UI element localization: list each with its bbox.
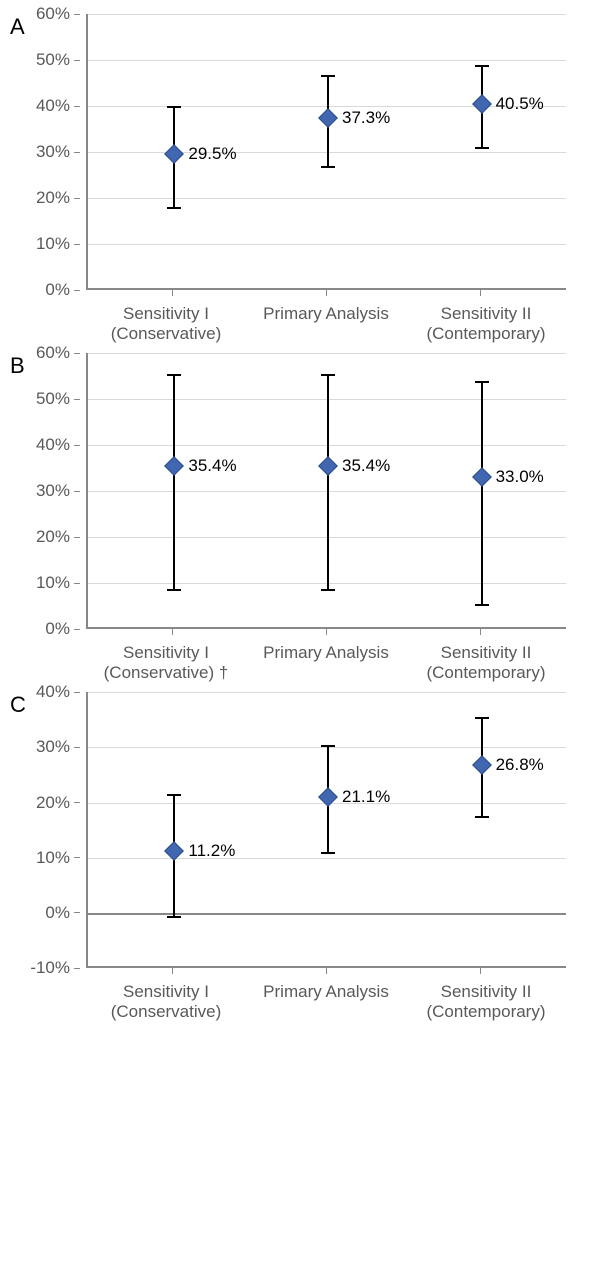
y-tick-label: 10% (36, 234, 88, 254)
error-cap (167, 916, 181, 918)
y-tick-label: 50% (36, 50, 88, 70)
value-label: 21.1% (342, 787, 390, 807)
x-tick (480, 968, 481, 974)
value-label: 29.5% (188, 144, 236, 164)
y-tick-label: 30% (36, 142, 88, 162)
panel-c: C Vaccine Efficacy on HZ (%) 11.2%21.1%2… (8, 692, 599, 1021)
diamond-marker (164, 144, 184, 164)
error-bar (481, 381, 483, 604)
diamond-marker (472, 755, 492, 775)
x-tick (326, 968, 327, 974)
y-tick-label: 30% (36, 481, 88, 501)
error-cap (321, 166, 335, 168)
x-category-label: Primary Analysis (246, 639, 406, 682)
error-cap (475, 717, 489, 719)
plot-area: 35.4%35.4%33.0% 0%10%20%30%40%50%60% (86, 353, 566, 629)
x-tick (480, 629, 481, 635)
error-cap (167, 589, 181, 591)
x-category-label: Sensitivity I(Conservative) (86, 978, 246, 1021)
x-tick (480, 290, 481, 296)
y-tick-label: 60% (36, 4, 88, 24)
y-tick-label: -10% (30, 958, 88, 978)
x-category-label: Sensitivity II(Contemporary) (406, 639, 566, 682)
error-cap (321, 374, 335, 376)
value-label: 40.5% (496, 94, 544, 114)
y-tick-label: 20% (36, 527, 88, 547)
x-tick (326, 629, 327, 635)
y-tick-label: 0% (45, 280, 88, 300)
y-tick-label: 50% (36, 389, 88, 409)
plot-area: 11.2%21.1%26.8% -10%0%10%20%30%40% (86, 692, 566, 968)
error-cap (475, 816, 489, 818)
y-tick-label: 30% (36, 737, 88, 757)
value-label: 11.2% (188, 841, 235, 861)
diamond-marker (318, 456, 338, 476)
diamond-marker (472, 94, 492, 114)
panel-letter: C (10, 692, 26, 718)
error-cap (475, 604, 489, 606)
error-cap (321, 589, 335, 591)
error-cap (167, 794, 181, 796)
diamond-marker (318, 109, 338, 129)
error-bar (327, 374, 329, 589)
diamond-marker (472, 467, 492, 487)
diamond-marker (164, 456, 184, 476)
y-tick-label: 40% (36, 435, 88, 455)
value-label: 35.4% (342, 456, 390, 476)
y-tick-label: 40% (36, 682, 88, 702)
panel-b: B Vaccine Efficacy on PHN (%) 35.4%35.4%… (8, 353, 599, 682)
panel-letter: A (10, 14, 25, 40)
error-cap (167, 374, 181, 376)
error-cap (167, 207, 181, 209)
y-tick-label: 0% (45, 619, 88, 639)
error-cap (321, 75, 335, 77)
error-cap (167, 106, 181, 108)
value-label: 33.0% (496, 467, 544, 487)
error-cap (475, 147, 489, 149)
figure: A Vaccine Efficacy on HZ BOI (%) 29.5%37… (0, 0, 607, 1035)
value-label: 37.3% (342, 108, 390, 128)
y-tick-label: 20% (36, 793, 88, 813)
y-tick-label: 40% (36, 96, 88, 116)
y-tick-label: 20% (36, 188, 88, 208)
x-tick (172, 968, 173, 974)
diamond-marker (318, 787, 338, 807)
x-category-label: Sensitivity I(Conservative) † (86, 639, 246, 682)
x-category-label: Primary Analysis (246, 978, 406, 1021)
x-category-label: Sensitivity I(Conservative) (86, 300, 246, 343)
x-tick (172, 629, 173, 635)
x-tick (326, 290, 327, 296)
x-axis: Sensitivity I(Conservative)Primary Analy… (86, 300, 566, 343)
value-label: 35.4% (188, 456, 236, 476)
diamond-marker (164, 841, 184, 861)
error-cap (321, 852, 335, 854)
y-tick-label: 10% (36, 573, 88, 593)
x-category-label: Sensitivity II(Contemporary) (406, 300, 566, 343)
y-tick-label: 60% (36, 343, 88, 363)
panel-a: A Vaccine Efficacy on HZ BOI (%) 29.5%37… (8, 14, 599, 343)
plot-area: 29.5%37.3%40.5% 0%10%20%30%40%50%60% (86, 14, 566, 290)
error-cap (321, 745, 335, 747)
y-tick-label: 10% (36, 848, 88, 868)
error-cap (475, 65, 489, 67)
error-bar (173, 374, 175, 589)
panel-letter: B (10, 353, 25, 379)
value-label: 26.8% (496, 755, 544, 775)
x-category-label: Sensitivity II(Contemporary) (406, 978, 566, 1021)
error-cap (475, 381, 489, 383)
x-axis: Sensitivity I(Conservative)Primary Analy… (86, 978, 566, 1021)
x-category-label: Primary Analysis (246, 300, 406, 343)
x-axis: Sensitivity I(Conservative) †Primary Ana… (86, 639, 566, 682)
x-tick (172, 290, 173, 296)
y-tick-label: 0% (45, 903, 88, 923)
